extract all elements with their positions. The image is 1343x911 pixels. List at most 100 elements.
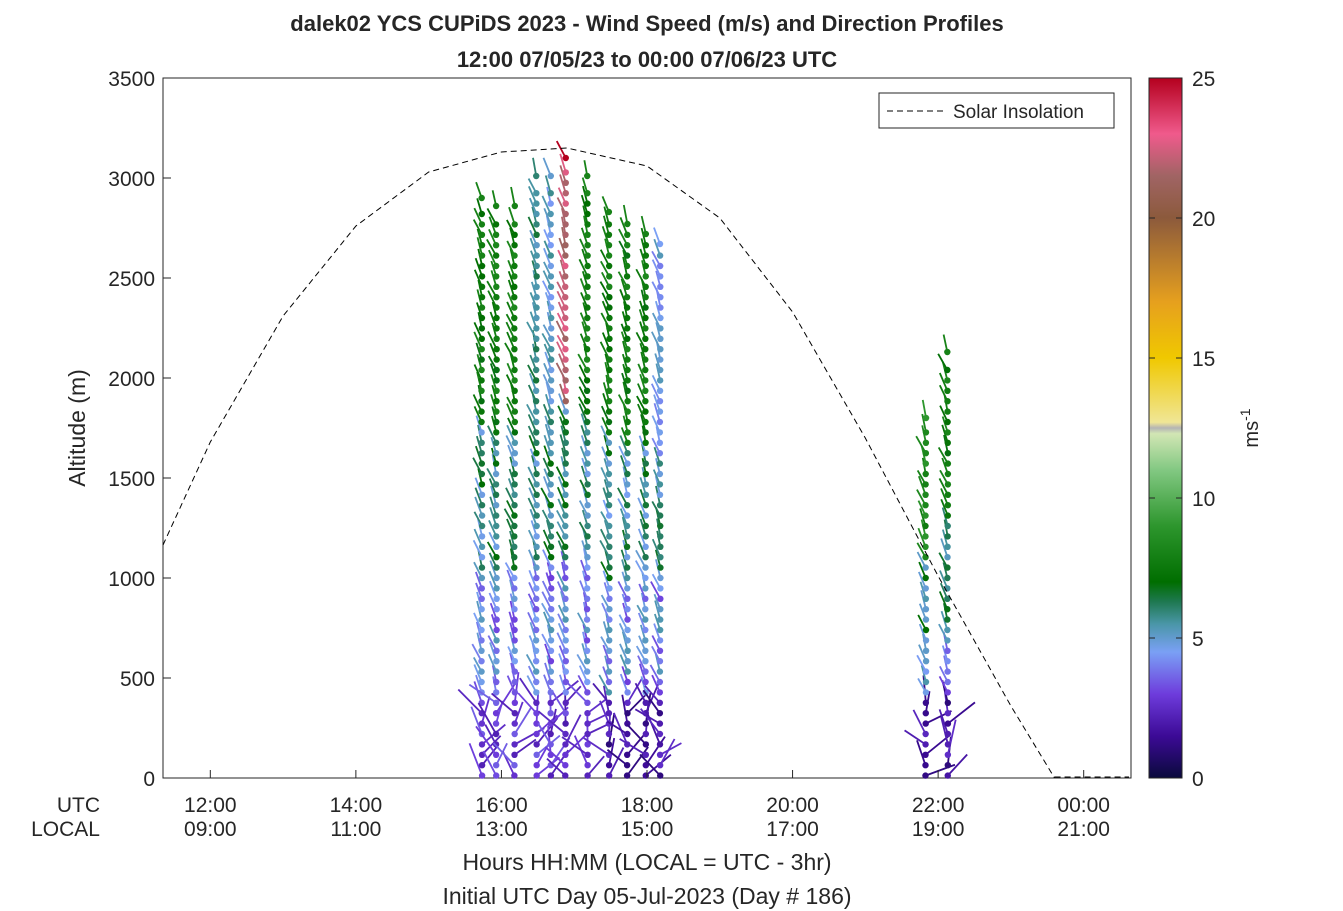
wind-point	[606, 522, 613, 530]
wind-barb	[917, 527, 927, 548]
wind-point	[606, 335, 613, 342]
wind-point	[605, 252, 613, 259]
wind-barb	[558, 393, 567, 412]
wind-point	[656, 512, 664, 519]
wind-barb	[527, 216, 538, 236]
wind-point	[562, 314, 569, 322]
wind-point	[624, 460, 631, 467]
wind-barb	[564, 731, 590, 756]
wind-point	[642, 554, 649, 561]
wind-point	[493, 429, 500, 436]
wind-point	[922, 554, 929, 561]
wind-point	[944, 429, 951, 436]
wind-point	[584, 210, 591, 218]
wind-point	[656, 450, 664, 457]
wind-point	[657, 356, 664, 363]
wind-point	[511, 606, 518, 613]
wind-point	[493, 595, 500, 602]
wind-point	[624, 689, 631, 696]
wind-point	[642, 460, 649, 467]
wind-point	[548, 335, 555, 342]
wind-point	[606, 387, 613, 394]
wind-point	[547, 689, 554, 696]
wind-barb	[505, 487, 516, 506]
wind-point	[944, 512, 952, 519]
x-tick-label-local: 21:00	[1057, 818, 1110, 841]
wind-point	[478, 741, 486, 748]
x-tick-label-local: 15:00	[621, 818, 674, 841]
wind-barb	[482, 750, 498, 777]
wind-barb	[650, 383, 661, 402]
wind-barb	[556, 632, 567, 652]
wind-barb	[526, 321, 538, 340]
wind-point	[657, 543, 664, 550]
wind-point	[478, 512, 486, 519]
wind-point	[562, 595, 569, 602]
wind-point	[656, 470, 664, 478]
wind-point	[642, 772, 649, 779]
colorbar-unit-superscript: -1	[1237, 408, 1253, 421]
wind-profile-12	[937, 334, 976, 779]
wind-point	[944, 348, 951, 356]
wind-point	[584, 751, 591, 758]
wind-barb	[606, 720, 628, 735]
wind-point	[562, 699, 569, 706]
wind-point	[584, 314, 591, 322]
wind-barb	[525, 653, 537, 673]
wind-point	[547, 470, 554, 478]
wind-point	[562, 398, 569, 405]
wind-point	[562, 262, 569, 270]
wind-point	[562, 606, 569, 613]
wind-point	[642, 751, 650, 758]
x-row-label-local: LOCAL	[31, 818, 100, 841]
wind-barb	[651, 331, 662, 350]
wind-point	[584, 294, 591, 301]
wind-point	[532, 606, 540, 613]
wind-point	[493, 387, 500, 394]
wind-point	[583, 398, 591, 405]
wind-point	[922, 470, 929, 478]
wind-point	[583, 408, 591, 415]
wind-point	[605, 231, 613, 238]
wind-point	[584, 543, 591, 550]
wind-barb	[505, 435, 516, 454]
wind-point	[624, 647, 631, 654]
wind-point	[533, 772, 540, 779]
wind-point	[533, 242, 540, 249]
wind-barb	[513, 707, 532, 735]
wind-point	[533, 689, 540, 696]
wind-point	[478, 252, 486, 259]
wind-point	[584, 741, 591, 748]
wind-point	[547, 512, 555, 519]
wind-point	[623, 262, 631, 270]
wind-point	[478, 554, 486, 561]
wind-point	[642, 606, 649, 613]
wind-barb	[947, 753, 968, 777]
legend: Solar Insolation	[878, 92, 1115, 129]
wind-point	[656, 398, 664, 405]
wind-point	[657, 325, 664, 332]
wind-point	[511, 658, 518, 665]
wind-barb	[915, 435, 927, 454]
wind-point	[922, 533, 929, 540]
wind-point	[642, 408, 649, 415]
wind-point	[511, 668, 519, 675]
wind-point	[642, 387, 649, 394]
wind-point	[642, 741, 650, 748]
x-tick-label-local: 11:00	[330, 818, 381, 841]
wind-point	[624, 335, 631, 342]
wind-point	[493, 398, 500, 405]
wind-point	[584, 699, 591, 706]
wind-point	[624, 356, 631, 363]
wind-point	[547, 283, 555, 290]
wind-point	[478, 304, 486, 311]
wind-point	[583, 606, 591, 613]
wind-point	[656, 751, 664, 758]
wind-point	[944, 502, 952, 509]
wind-point	[511, 710, 518, 717]
wind-point	[562, 751, 569, 758]
wind-barb	[938, 709, 949, 735]
wind-barb	[612, 712, 629, 745]
wind-point	[642, 325, 649, 332]
wind-point	[533, 439, 540, 446]
